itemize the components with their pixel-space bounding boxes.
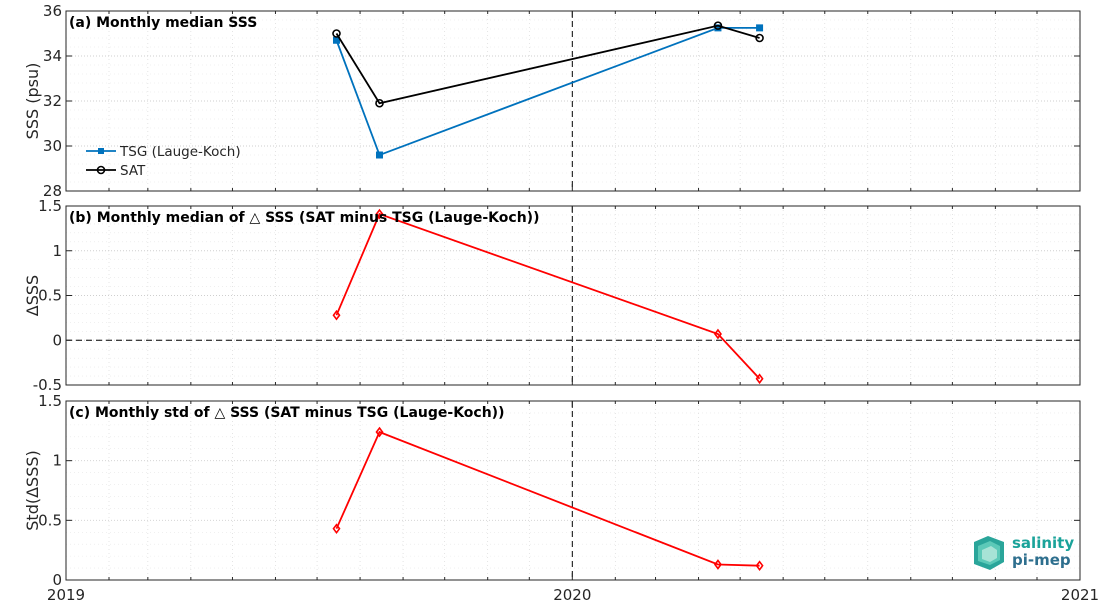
data-point <box>755 373 764 385</box>
panel-title: (c) Monthly std of △ SSS (SAT minus TSG … <box>69 405 504 421</box>
panel-c: 0 0.5 1 1.5 2019 2020 2021 Std(ΔSSS) (c) Monthly… <box>23 392 1099 604</box>
y-axis-label: Std(ΔSSS) <box>23 450 42 530</box>
y-tick-label: 0.5 <box>38 511 62 529</box>
y-tick-label: 0 <box>52 571 62 589</box>
panel-title: (b) Monthly median of △ SSS (SAT minus T… <box>69 210 539 226</box>
logo-text-salinity: salinity <box>1012 534 1075 552</box>
data-point <box>755 560 764 572</box>
data-point <box>713 328 722 340</box>
y-tick-label: 34 <box>43 47 62 65</box>
data-point <box>756 24 764 32</box>
x-tick-label: 2021 <box>1061 586 1099 604</box>
legend-label: SAT <box>120 163 146 179</box>
y-tick-label: 32 <box>43 92 62 110</box>
y-axis-label: ΔSSS <box>23 275 42 316</box>
legend-label: TSG (Lauge-Koch) <box>119 144 241 160</box>
series-0 <box>332 208 764 385</box>
x-tick-label: 2019 <box>47 586 85 604</box>
data-point <box>375 426 384 438</box>
data-point <box>375 151 383 159</box>
logo-icon <box>974 536 1004 570</box>
legend-marker <box>98 148 104 154</box>
y-axis-label: SSS (psu) <box>23 63 42 140</box>
legend: TSG (Lauge-Koch) SAT <box>86 144 241 179</box>
panel-title: (a) Monthly median SSS <box>69 15 257 31</box>
x-tick-label: 2020 <box>553 586 591 604</box>
y-tick-label: 0 <box>52 331 62 349</box>
data-point <box>713 21 723 30</box>
panel-a: 28 30 32 34 36 SSS (psu) (a) Monthly median SS… <box>23 2 1081 200</box>
y-tick-label: 0.5 <box>38 287 62 305</box>
salinity-pi-mep-logo: salinity pi-mep <box>970 532 1080 576</box>
panel-b: -0.5 0 0.5 1 1.5 ΔSSS (b) Monthly median of △ … <box>23 197 1081 394</box>
series-line <box>335 212 761 380</box>
data-point <box>375 98 384 108</box>
legend-marker <box>96 165 106 175</box>
plot-area <box>66 401 1080 580</box>
y-tick-label: 28 <box>43 182 62 200</box>
data-point <box>332 309 341 321</box>
y-tick-label: 36 <box>43 2 62 20</box>
y-tick-label: -0.5 <box>33 376 62 394</box>
data-point <box>375 208 384 220</box>
axes-frame <box>65 400 1081 581</box>
data-point <box>332 523 341 535</box>
y-tick-label: 30 <box>43 137 62 155</box>
series-line <box>335 26 760 157</box>
y-tick-label: 1 <box>52 242 62 260</box>
series-0 <box>332 24 764 159</box>
y-tick-label: 1.5 <box>38 392 62 410</box>
y-tick-label: 1 <box>52 452 62 470</box>
data-point <box>755 33 764 43</box>
series-0 <box>332 426 764 572</box>
data-point <box>332 29 341 38</box>
data-point <box>713 559 722 570</box>
y-tick-label: 1.5 <box>38 197 62 215</box>
logo-text-pi-mep: pi-mep <box>1012 551 1071 569</box>
series-1 <box>332 21 764 108</box>
series-line <box>335 430 760 567</box>
series-line <box>335 24 760 105</box>
